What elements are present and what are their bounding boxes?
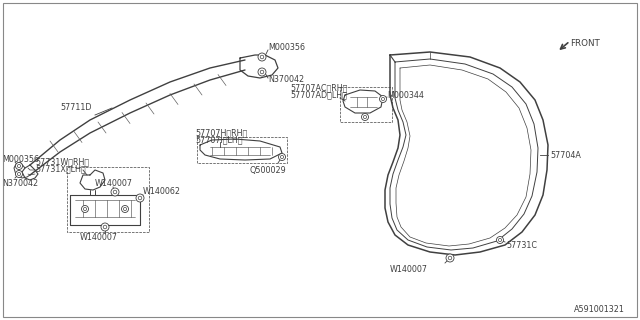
Circle shape <box>101 223 109 231</box>
Circle shape <box>15 163 22 170</box>
Text: M000356: M000356 <box>2 155 39 164</box>
Text: W140007: W140007 <box>95 179 133 188</box>
Circle shape <box>15 171 22 178</box>
Circle shape <box>17 164 20 168</box>
Circle shape <box>381 97 385 100</box>
Circle shape <box>258 53 266 61</box>
Text: 57711D: 57711D <box>60 102 92 111</box>
Circle shape <box>364 116 367 119</box>
Circle shape <box>136 194 144 202</box>
Circle shape <box>258 68 266 76</box>
Text: 57707AD〈LH〉: 57707AD〈LH〉 <box>290 91 347 100</box>
Text: W140007: W140007 <box>80 234 118 243</box>
Text: N370042: N370042 <box>2 179 38 188</box>
Circle shape <box>83 207 86 211</box>
Text: W140007: W140007 <box>390 266 428 275</box>
Circle shape <box>260 55 264 59</box>
Circle shape <box>380 95 387 102</box>
Circle shape <box>260 70 264 74</box>
Circle shape <box>103 225 107 229</box>
Circle shape <box>122 205 129 212</box>
Circle shape <box>81 205 88 212</box>
Text: W140062: W140062 <box>143 188 181 196</box>
Circle shape <box>280 156 284 159</box>
Bar <box>340 87 392 122</box>
Circle shape <box>138 196 142 200</box>
Text: 57731X〈LH〉: 57731X〈LH〉 <box>35 164 86 173</box>
Text: 57704A: 57704A <box>550 150 581 159</box>
Text: N370042: N370042 <box>268 76 304 84</box>
Text: 57707I〈LH〉: 57707I〈LH〉 <box>195 135 243 145</box>
Circle shape <box>499 238 502 242</box>
Bar <box>197 137 287 163</box>
Text: 57731W〈RH〉: 57731W〈RH〉 <box>35 157 89 166</box>
Text: Q500029: Q500029 <box>250 165 287 174</box>
Circle shape <box>17 172 20 176</box>
Circle shape <box>448 256 452 260</box>
Text: M000344: M000344 <box>387 91 424 100</box>
Text: A591001321: A591001321 <box>574 305 625 314</box>
Text: 57707H〈RH〉: 57707H〈RH〉 <box>195 129 247 138</box>
Circle shape <box>278 154 285 161</box>
Text: FRONT: FRONT <box>570 38 600 47</box>
Text: M000356: M000356 <box>268 43 305 52</box>
Bar <box>67 167 149 232</box>
Circle shape <box>113 190 117 194</box>
Circle shape <box>111 188 119 196</box>
Text: 57707AC〈RH〉: 57707AC〈RH〉 <box>290 84 348 92</box>
Circle shape <box>497 236 504 244</box>
Circle shape <box>124 207 127 211</box>
Circle shape <box>362 114 369 121</box>
Text: 57731C: 57731C <box>506 241 537 250</box>
Circle shape <box>446 254 454 262</box>
